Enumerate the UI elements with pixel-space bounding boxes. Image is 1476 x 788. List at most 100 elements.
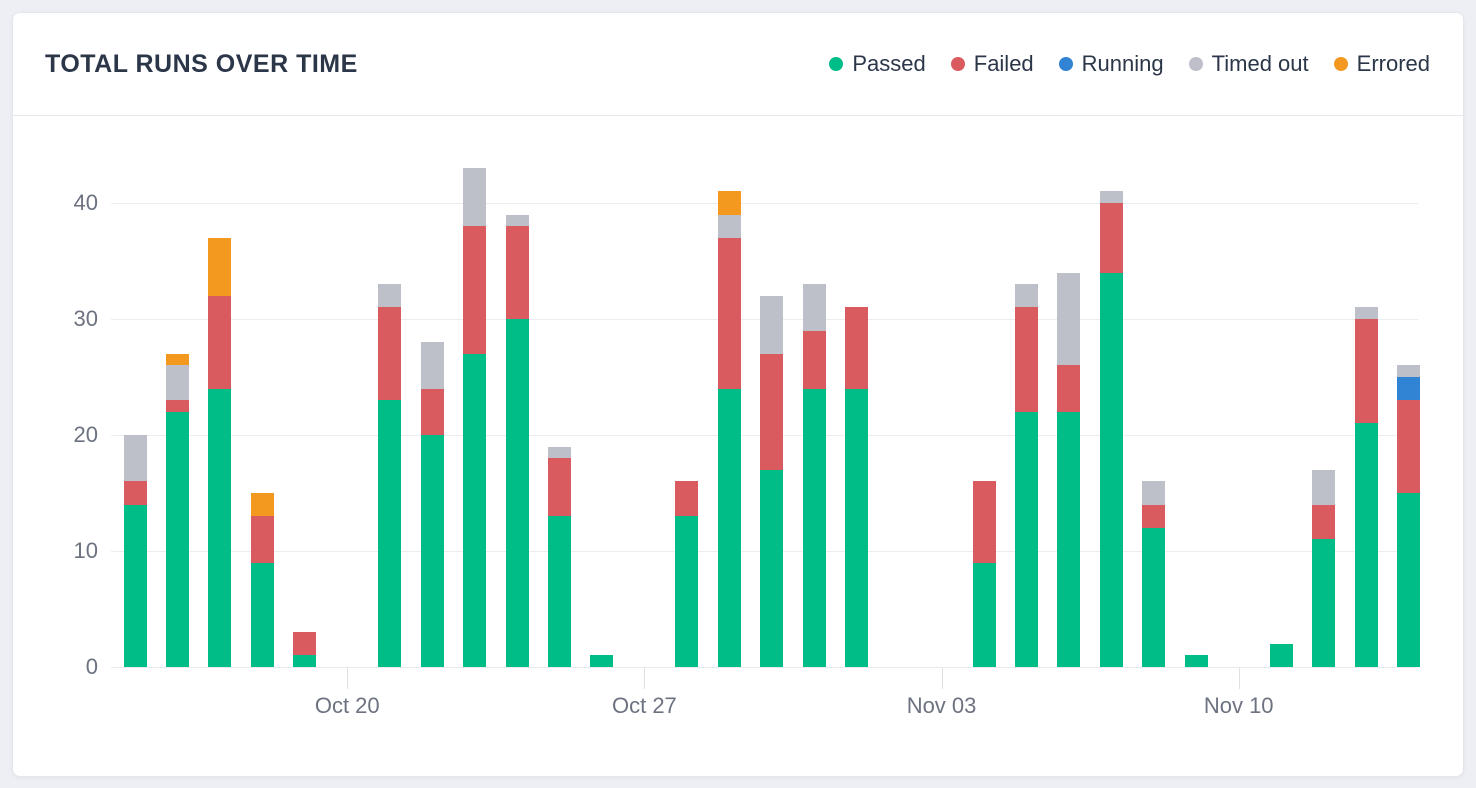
bar-segment-passed [1184, 655, 1208, 667]
legend-label-passed: Passed [852, 51, 926, 76]
chart-title: TOTAL RUNS OVER TIME [45, 49, 358, 78]
bar-nov-05[interactable] [1014, 284, 1038, 667]
x-axis-tick-nov-10 [1238, 667, 1240, 689]
bar-nov-09[interactable] [1184, 655, 1208, 667]
bar-segment-failed [1099, 203, 1123, 273]
bar-segment-passed [165, 411, 189, 667]
bar-segment-failed [802, 330, 826, 389]
gridline-0 [111, 667, 1418, 668]
x-axis-label-nov-03: Nov 03 [906, 693, 977, 718]
chart-legend: Passed Failed Running Timed out Errored [829, 53, 1430, 75]
bar-segment-timed_out [1057, 272, 1081, 366]
bar-segment-failed [463, 226, 487, 354]
bar-oct-31[interactable] [802, 284, 826, 667]
bar-segment-failed [505, 226, 529, 319]
legend-item-timed_out[interactable]: Timed out [1188, 51, 1309, 76]
bar-oct-22[interactable] [420, 342, 444, 667]
bar-segment-failed [675, 481, 699, 517]
bar-segment-failed [1397, 400, 1420, 493]
legend-item-running[interactable]: Running [1058, 51, 1164, 76]
bar-segment-errored [165, 353, 189, 366]
bar-oct-18[interactable] [250, 493, 274, 667]
bar-segment-timed_out [1014, 284, 1038, 308]
bar-segment-running [1397, 377, 1420, 401]
bar-oct-26[interactable] [590, 655, 614, 667]
bar-nov-06[interactable] [1057, 272, 1081, 667]
bar-segment-failed [548, 458, 571, 517]
bar-segment-failed [293, 632, 317, 656]
bar-nov-08[interactable] [1142, 481, 1166, 667]
bar-segment-passed [463, 353, 487, 667]
bar-segment-passed [250, 562, 274, 667]
y-axis-label-10: 10 [73, 538, 98, 563]
bar-segment-timed_out [378, 284, 402, 308]
bar-oct-19[interactable] [293, 632, 317, 667]
bar-segment-errored [250, 493, 274, 517]
legend-label-failed: Failed [973, 51, 1034, 76]
bar-oct-21[interactable] [378, 284, 402, 667]
bar-oct-16[interactable] [165, 353, 189, 667]
bar-segment-failed [165, 400, 189, 412]
legend-item-passed[interactable]: Passed [829, 51, 926, 76]
bar-segment-failed [420, 388, 444, 435]
bar-segment-passed [378, 400, 402, 667]
bar-segment-passed [1057, 411, 1081, 667]
bar-segment-passed [420, 434, 444, 667]
bar-segment-passed [972, 562, 996, 667]
bar-oct-28[interactable] [675, 481, 699, 667]
bar-nov-12[interactable] [1312, 469, 1336, 667]
legend-dot-running-icon [1058, 57, 1073, 71]
bar-segment-passed [123, 504, 147, 667]
bar-segment-failed [972, 481, 996, 563]
bar-segment-failed [1057, 365, 1081, 412]
bar-segment-errored [208, 237, 232, 296]
bar-oct-17[interactable] [208, 237, 232, 667]
bar-segment-timed_out [123, 435, 147, 482]
bar-nov-13[interactable] [1354, 307, 1378, 667]
bar-segment-passed [590, 655, 614, 667]
bar-segment-passed [1014, 411, 1038, 667]
bar-segment-failed [1142, 504, 1166, 528]
bar-segment-passed [1269, 643, 1293, 667]
bar-segment-passed [293, 655, 317, 667]
bar-nov-14[interactable] [1397, 365, 1420, 667]
bar-segment-passed [1397, 492, 1420, 667]
legend-label-running: Running [1081, 51, 1164, 76]
bar-segment-timed_out [548, 446, 571, 459]
bar-segment-passed [208, 388, 232, 667]
y-axis-label-30: 30 [73, 306, 98, 331]
bar-segment-timed_out [1312, 469, 1336, 505]
bar-oct-15[interactable] [123, 435, 147, 667]
legend-dot-failed-icon [950, 57, 965, 71]
bar-nov-07[interactable] [1099, 191, 1123, 667]
bar-segment-failed [378, 307, 402, 401]
bar-segment-passed [760, 469, 784, 667]
legend-item-failed[interactable]: Failed [950, 51, 1034, 76]
bar-nov-11[interactable] [1269, 643, 1293, 667]
bar-nov-04[interactable] [972, 481, 996, 667]
bar-segment-passed [1354, 423, 1378, 667]
gridline-40 [111, 203, 1418, 204]
bar-segment-failed [845, 307, 869, 389]
legend-label-timed_out: Timed out [1211, 51, 1309, 76]
bar-oct-30[interactable] [760, 295, 784, 667]
bar-segment-failed [760, 353, 784, 470]
bar-segment-failed [717, 237, 741, 389]
bar-segment-failed [1312, 504, 1336, 540]
bar-segment-timed_out [1142, 481, 1166, 505]
bar-oct-23[interactable] [463, 168, 487, 667]
bar-segment-passed [1142, 527, 1166, 667]
y-axis-label-40: 40 [73, 190, 98, 215]
bar-segment-failed [1014, 307, 1038, 412]
bar-oct-24[interactable] [505, 214, 529, 667]
bar-nov-01[interactable] [845, 307, 869, 667]
bar-oct-29[interactable] [717, 191, 741, 667]
legend-item-errored[interactable]: Errored [1333, 53, 1430, 75]
x-axis-tick-oct-27 [644, 667, 646, 689]
bar-segment-timed_out [1397, 365, 1420, 377]
bar-oct-25[interactable] [548, 446, 571, 667]
bar-segment-failed [1354, 319, 1378, 424]
x-axis-label-oct-20: Oct 20 [314, 693, 380, 718]
total-runs-chart: 0 10 20 30 40 Oct 20 Oct 27 Nov 03 Nov 10 [13, 116, 1463, 776]
legend-dot-errored-icon [1333, 57, 1348, 71]
